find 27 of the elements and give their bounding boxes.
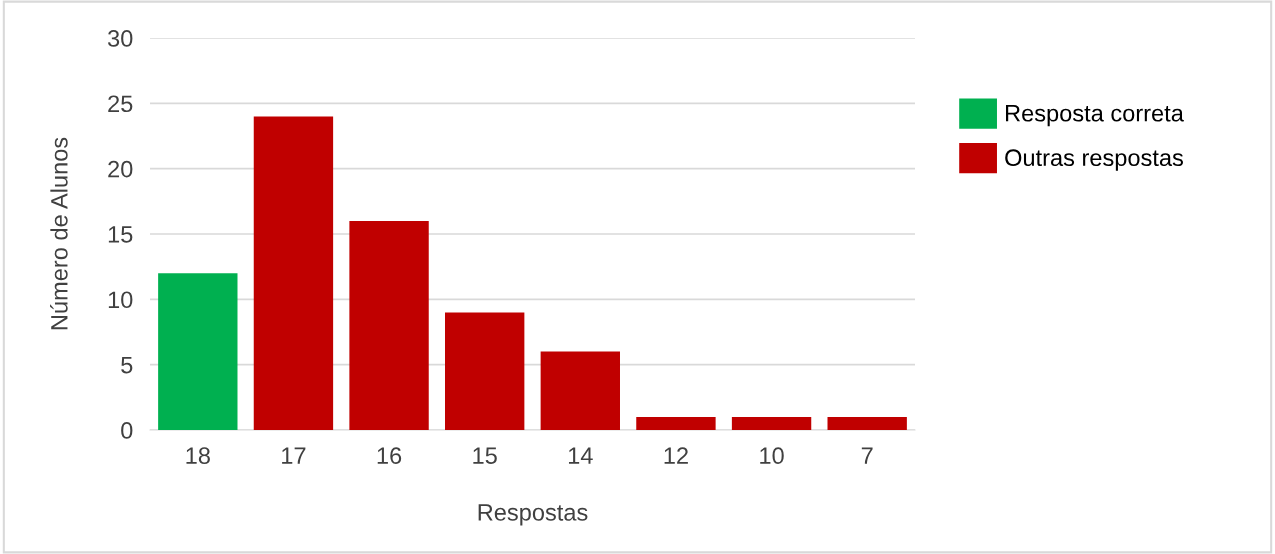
y-tick-label: 10 xyxy=(108,291,133,309)
legend-label: Outras respostas xyxy=(1005,149,1183,171)
y-tick-label: 5 xyxy=(121,356,133,374)
bar xyxy=(540,351,620,430)
y-tick-label: 30 xyxy=(107,30,133,47)
bar xyxy=(445,312,525,430)
bar xyxy=(731,416,812,430)
bar xyxy=(158,273,238,430)
y-tick-label: 0 xyxy=(121,422,133,439)
bar xyxy=(253,116,334,430)
legend-label: Resposta correta xyxy=(1006,105,1184,127)
x-tick-label: 18 xyxy=(186,447,210,465)
bar xyxy=(636,416,716,430)
x-tick-label: 7 xyxy=(861,447,873,464)
x-tick-label: 15 xyxy=(473,447,497,465)
x-tick-label: 10 xyxy=(760,447,784,465)
x-axis-title: Respostas xyxy=(478,504,588,526)
y-tick-label: 20 xyxy=(108,160,133,178)
y-tick-label: 25 xyxy=(108,95,133,113)
x-tick-label: 12 xyxy=(664,447,688,464)
bar xyxy=(827,416,907,430)
bar xyxy=(349,220,429,430)
x-tick-label: 16 xyxy=(377,447,402,465)
x-tick-label: 17 xyxy=(282,447,306,464)
x-tick-label: 14 xyxy=(568,447,593,464)
y-tick-label: 15 xyxy=(108,226,133,243)
y-axis-title: Número de Alunos xyxy=(50,137,68,330)
